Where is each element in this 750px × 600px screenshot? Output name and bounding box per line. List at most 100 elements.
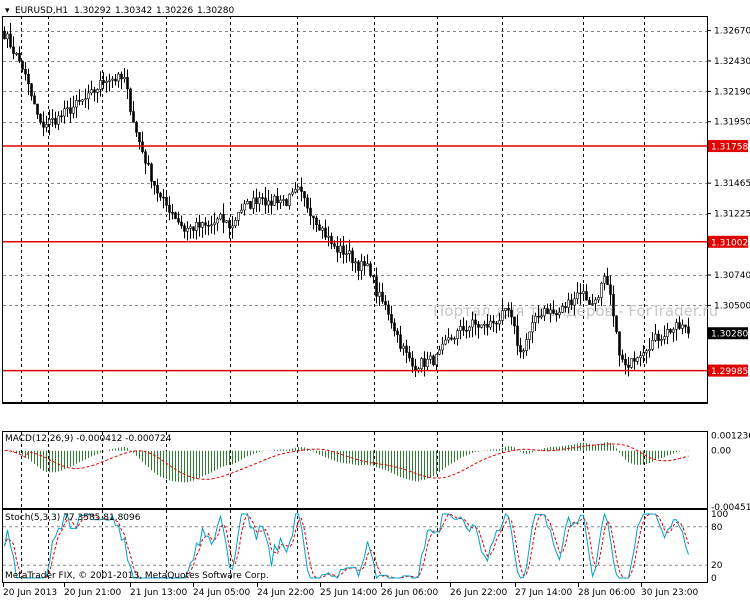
macd-panel (4, 442, 689, 483)
stoch-title: Stoch(5,3,3) 77.3585 81.8096 (5, 513, 141, 523)
candle (531, 315, 534, 344)
candle (618, 331, 621, 367)
candle (606, 267, 609, 286)
current-price-label: 1.30280 (711, 330, 748, 340)
macd-tick-label: 0.00 (711, 447, 731, 457)
candle (348, 239, 351, 262)
time-tick-label: 24 Jun 22:00 (257, 588, 314, 598)
candle (303, 190, 306, 207)
candle (453, 336, 456, 345)
candle (267, 189, 270, 214)
macd-title: MACD(12,26,9) -0.000412 -0.000724 (5, 434, 172, 444)
candle (183, 223, 186, 239)
stochastic-panel (3, 512, 707, 579)
candle (390, 305, 393, 329)
candle (261, 193, 264, 205)
candle (330, 232, 333, 249)
candle (588, 296, 591, 305)
candle (366, 254, 369, 267)
candle (336, 236, 339, 263)
candle (228, 217, 231, 239)
time-tick-label: 24 Jun 05:00 (193, 588, 250, 598)
candle (102, 72, 105, 89)
candle (162, 188, 165, 209)
candle (393, 318, 396, 337)
candle (561, 302, 564, 314)
price-tick-label: 1.32670 (714, 27, 750, 37)
candle (597, 295, 600, 303)
candle (60, 110, 63, 123)
stoch-tick-label: 80 (711, 523, 723, 533)
candle (558, 307, 561, 319)
candle (672, 327, 675, 342)
candle (252, 190, 255, 214)
candle (663, 325, 666, 345)
candle (300, 177, 303, 202)
ohlc-high: 1.30342 (115, 6, 152, 16)
candle (114, 74, 117, 86)
candle (480, 324, 483, 329)
vertical-gridlines (21, 16, 645, 582)
watermark: Портал для трейдеров - ForTrader.ru (433, 302, 718, 320)
candle (156, 178, 159, 202)
ohlc-open: 1.30292 (74, 6, 111, 16)
candle (177, 211, 180, 225)
candle (603, 272, 606, 291)
candle (642, 345, 645, 363)
candle (486, 313, 489, 336)
candle (435, 353, 438, 371)
candle (501, 299, 504, 324)
candle (504, 307, 507, 319)
candle (459, 319, 462, 340)
candle (540, 308, 543, 320)
candle (447, 328, 450, 344)
stoch-panel-frame (2, 509, 708, 583)
candle (498, 312, 501, 331)
candle (354, 258, 357, 273)
time-tick-label: 27 Jun 14:00 (515, 588, 572, 598)
candle (399, 325, 402, 352)
candle (54, 111, 57, 129)
time-tick-label: 28 Jun 06:00 (578, 588, 635, 598)
candle (573, 291, 576, 316)
candle (24, 61, 27, 81)
candle (666, 323, 669, 345)
copyright-text: MetaTrader FIX, © 2001-2013, MetaQuotes … (5, 571, 269, 581)
candle (432, 354, 435, 367)
candle (36, 103, 39, 119)
candle (612, 285, 615, 327)
candle (477, 321, 480, 339)
candle (126, 69, 129, 99)
candle (198, 214, 201, 237)
candle (153, 180, 156, 195)
candle (138, 132, 141, 150)
candle (297, 186, 300, 190)
candle (99, 71, 102, 97)
candle (513, 316, 516, 334)
candle (456, 328, 459, 346)
candle (570, 293, 573, 310)
candle (351, 247, 354, 271)
candle (123, 67, 126, 83)
level-label: 1.31758 (711, 143, 748, 153)
ohlc-close: 1.30280 (197, 6, 234, 16)
candle (159, 191, 162, 201)
macd-tick-label: -0.004516 (711, 503, 750, 513)
candle (624, 353, 627, 375)
candle (582, 284, 585, 299)
time-tick-label: 20 Jun 2013 (3, 588, 57, 598)
candle (21, 60, 24, 73)
price-tick-label: 1.31950 (714, 118, 750, 128)
candle (678, 316, 681, 330)
candle (66, 100, 69, 118)
candle (288, 193, 291, 210)
candle (186, 221, 189, 241)
candle (414, 358, 417, 378)
candle (555, 309, 558, 322)
candle (276, 187, 279, 211)
candle (492, 315, 495, 332)
candle (675, 318, 678, 341)
candle (174, 211, 177, 220)
candle (360, 253, 363, 280)
